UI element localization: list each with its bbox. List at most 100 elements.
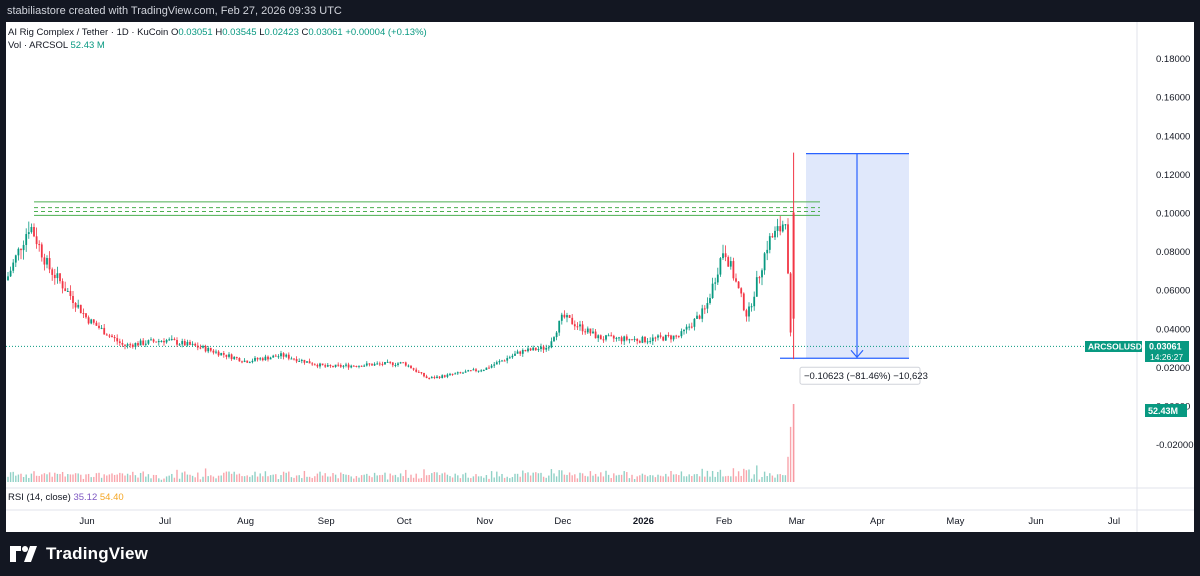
y-axis-tick-label: 0.18000 (1156, 54, 1190, 65)
candle-body (326, 365, 329, 367)
candle-body (449, 373, 451, 375)
candle-body (282, 353, 285, 357)
volume-bar (168, 475, 170, 482)
x-axis-label: Jul (159, 516, 171, 527)
x-axis-label: Sep (318, 516, 335, 527)
candle-body (137, 343, 139, 346)
candle-body (781, 224, 784, 232)
x-axis-label: Jun (1028, 516, 1043, 527)
volume-bar (64, 476, 66, 482)
volume-bar (12, 471, 14, 482)
price-chart[interactable]: 0.18000 0.16000 0.14000 0.12000 0.10000 0.080… (6, 22, 1194, 532)
candle-body (9, 270, 12, 277)
ohlc-change: +0.00004 (+0.13%) (345, 27, 427, 38)
candle-body (709, 298, 711, 304)
volume-bar (100, 477, 103, 482)
tradingview-logo[interactable]: TradingView (10, 544, 148, 564)
volume-bar (376, 475, 378, 482)
candle-body (675, 335, 678, 337)
candle-body (160, 340, 163, 342)
candle-body (670, 335, 672, 340)
volume-bar (581, 473, 584, 482)
volume-bar (173, 477, 176, 482)
candle-body (438, 376, 441, 379)
volume-bar (410, 474, 412, 482)
candle-body (433, 377, 436, 379)
candle-body (126, 344, 129, 346)
volume-bar (15, 475, 17, 482)
volume-bar (670, 470, 672, 482)
volume-bar (672, 474, 675, 482)
volume-bar (771, 475, 774, 482)
candle-body (602, 339, 605, 341)
volume-bar (678, 475, 680, 482)
volume-bar (147, 474, 150, 482)
candle-body (659, 335, 662, 337)
measure-arrow-head (850, 349, 864, 359)
candle-body (784, 224, 787, 226)
candle-body (755, 277, 758, 297)
volume-bar (542, 476, 545, 482)
volume-bar (379, 475, 381, 482)
candle-body (183, 341, 186, 346)
volume-bar (451, 477, 454, 482)
candle-body (599, 335, 602, 340)
candle-body (261, 358, 264, 361)
chart-area[interactable]: 0.18000 0.16000 0.14000 0.12000 0.10000 0.080… (6, 22, 1194, 532)
volume-bar (327, 476, 329, 482)
candle-body (597, 335, 600, 339)
candle-body (625, 336, 628, 340)
candle-body (495, 362, 498, 365)
volume-bar (613, 473, 615, 482)
volume-bar (420, 478, 423, 482)
volume-bar (72, 474, 74, 482)
volume-bar (275, 474, 277, 482)
volume-bar (704, 476, 706, 482)
volume-bar (571, 475, 573, 482)
x-axis-label: May (946, 516, 964, 527)
candle-body (360, 365, 363, 367)
candle-body (469, 370, 472, 372)
symbol-name[interactable]: AI Rig Complex / Tether · 1D · KuCoin (8, 27, 169, 38)
volume-legend: Vol · ARCSOL 52.43 M (8, 40, 105, 51)
candle-body (542, 346, 545, 350)
candle-body (631, 339, 633, 341)
candle-body (7, 276, 9, 281)
rsi-label[interactable]: RSI (14, close) (8, 492, 71, 503)
candle-body (87, 317, 90, 324)
volume-bar (202, 476, 204, 482)
volume-bar (353, 478, 355, 482)
x-axis-label: Mar (789, 516, 805, 527)
candle-body (610, 335, 613, 337)
volume-bar (51, 476, 53, 482)
volume-bar (412, 477, 415, 482)
candle-body (638, 341, 641, 343)
volume-bar (680, 471, 683, 482)
candle-body (298, 360, 301, 362)
volume-badge-bg (1145, 404, 1187, 417)
candle-body (420, 372, 423, 374)
volume-bar (241, 476, 243, 482)
volume-bar (737, 471, 740, 482)
volume-bar (116, 474, 118, 482)
candle-body (163, 340, 165, 343)
candle-body (425, 376, 428, 379)
candle-body (124, 344, 126, 346)
volume-bar (243, 476, 246, 482)
candle-body (69, 290, 72, 297)
candle-body (462, 372, 464, 374)
volume-bar (181, 472, 183, 482)
snapshot-caption: stabiliastore created with TradingView.c… (0, 0, 1200, 22)
volume-bar (22, 477, 25, 482)
candle-body (345, 364, 347, 366)
candle-body (742, 293, 745, 311)
volume-bar (659, 475, 662, 482)
ohlc-open: O0.03051 (170, 27, 213, 38)
volume-bar (80, 474, 82, 482)
volume-bar (753, 474, 755, 482)
candle-body (441, 375, 444, 379)
volume-bar (553, 473, 555, 482)
volume-label[interactable]: Vol · ARCSOL (8, 40, 68, 51)
volume-bar (360, 475, 363, 482)
candle-body (142, 340, 145, 345)
